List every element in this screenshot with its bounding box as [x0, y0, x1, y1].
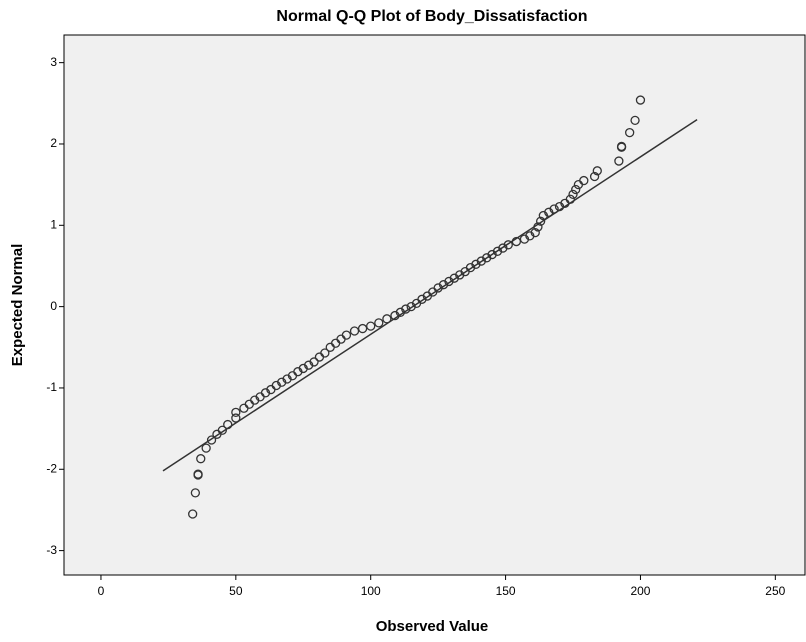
point: [374, 318, 384, 328]
y-tick-label: 1: [50, 217, 57, 231]
point: [625, 127, 635, 138]
point: [217, 425, 227, 435]
x-tick-label: 50: [229, 584, 243, 598]
point: [530, 227, 540, 238]
y-tick-label: -3: [46, 543, 57, 557]
point: [193, 469, 203, 479]
point: [616, 141, 627, 152]
x-tick-label: 150: [496, 584, 516, 598]
x-tick-label: 0: [98, 584, 105, 598]
y-tick-label: -2: [46, 461, 57, 475]
point: [223, 419, 233, 430]
point: [188, 509, 198, 519]
y-tick-label: 0: [50, 299, 57, 313]
point: [349, 326, 360, 336]
point: [320, 348, 330, 358]
x-tick-label: 250: [765, 584, 785, 598]
point: [503, 240, 513, 250]
point: [511, 236, 522, 247]
x-axis-label: Observed Value: [376, 618, 489, 635]
y-tick-label: -1: [46, 380, 57, 394]
x-tick-label: 200: [630, 584, 650, 598]
point: [190, 488, 201, 498]
point: [309, 357, 319, 367]
point: [565, 194, 575, 204]
y-tick-label: 3: [50, 55, 57, 69]
point: [401, 304, 411, 314]
point: [206, 435, 217, 445]
x-tick-label: 100: [361, 584, 381, 598]
y-axis-label: Expected Normal: [9, 244, 26, 367]
point: [568, 189, 578, 200]
plot-area: [63, 34, 806, 576]
chart-title: Normal Q-Q Plot of Body_Dissatisfaction: [276, 8, 587, 25]
point: [196, 454, 206, 464]
point: [535, 216, 546, 226]
y-tick-label: 2: [50, 136, 57, 150]
point: [341, 330, 352, 340]
point: [579, 175, 589, 186]
point: [549, 204, 559, 214]
point: [533, 222, 543, 232]
point: [592, 166, 602, 176]
point: [571, 184, 581, 195]
point: [366, 321, 376, 331]
point: [382, 314, 392, 324]
point: [231, 407, 241, 417]
point: [635, 95, 646, 105]
point: [630, 115, 640, 126]
point: [357, 323, 368, 334]
point: [201, 443, 211, 453]
point: [231, 413, 241, 423]
point: [589, 171, 600, 182]
point: [614, 156, 624, 166]
